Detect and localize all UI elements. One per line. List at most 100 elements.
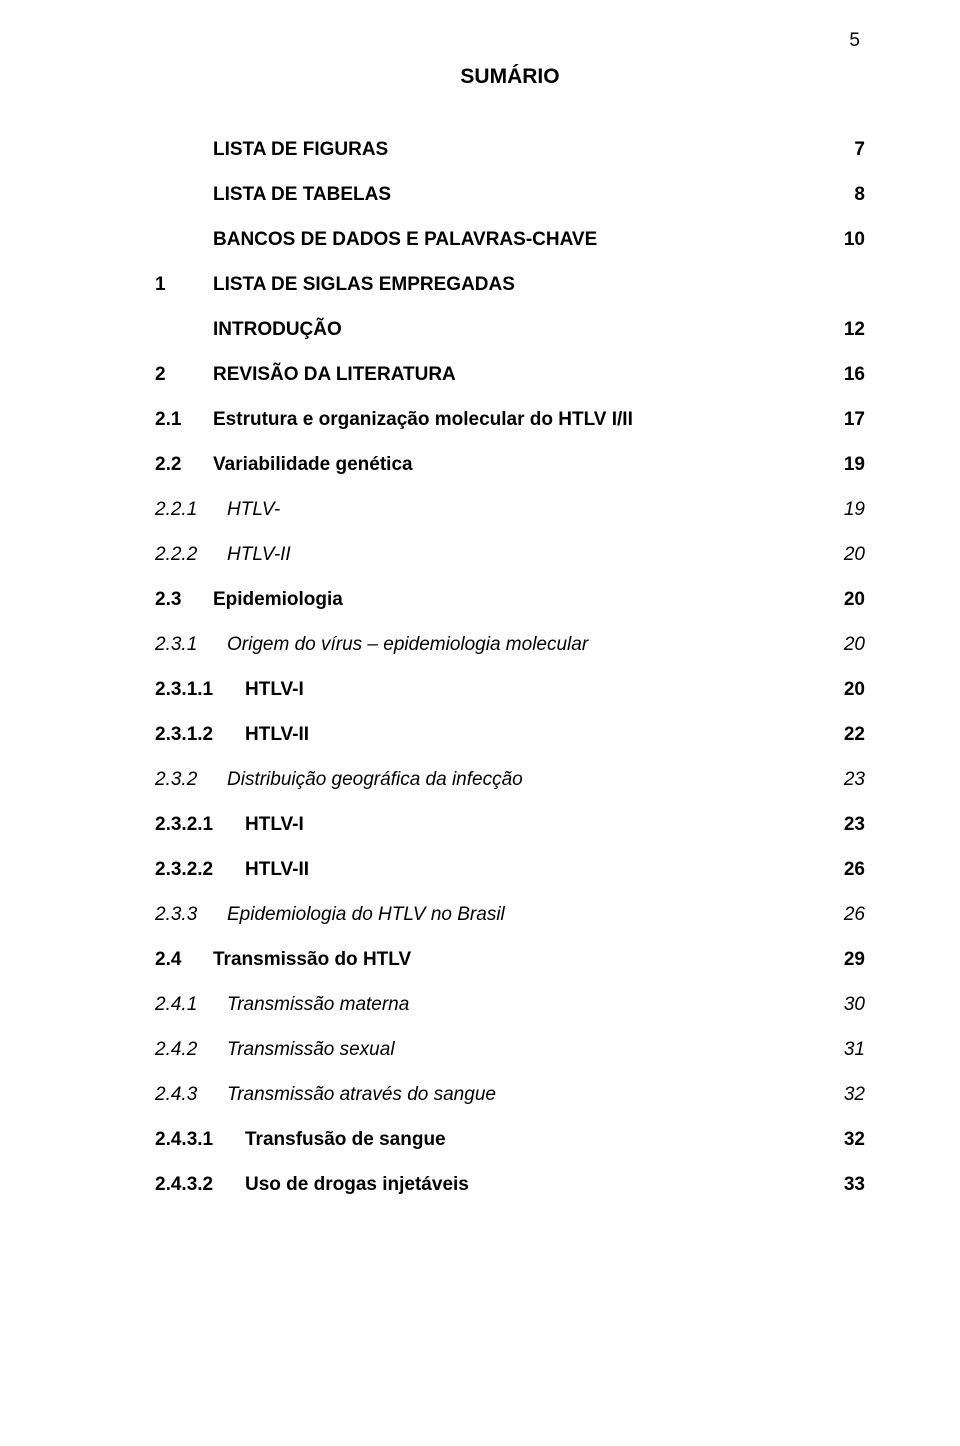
toc-row: 2.2.2HTLV-II 20: [155, 544, 865, 566]
toc-row-left: 2.2.2HTLV-II: [155, 544, 291, 566]
toc-row: 2.1Estrutura e organização molecular do …: [155, 409, 865, 431]
toc-entry-page: 20: [844, 544, 865, 566]
toc-entry-number: 2.3: [155, 589, 213, 611]
toc-row-left: 1LISTA DE SIGLAS EMPREGADAS: [155, 274, 515, 296]
toc-entry-label: INTRODUÇÃO: [213, 319, 342, 341]
toc-row: 2.4.3Transmissão através do sangue 32: [155, 1084, 865, 1106]
toc-row-left: 2.1Estrutura e organização molecular do …: [155, 409, 633, 431]
toc-entry-page: 22: [844, 724, 865, 746]
toc-entry-label: HTLV-I: [245, 814, 304, 836]
toc-entry-number: 2.4: [155, 949, 213, 971]
toc-entry-label: REVISÃO DA LITERATURA: [213, 364, 456, 386]
toc-row: INTRODUÇÃO 12: [155, 319, 865, 341]
toc-entry-number: 2: [155, 364, 213, 386]
toc-entry-label: Epidemiologia: [213, 589, 343, 611]
toc-entry-page: 33: [844, 1174, 865, 1196]
toc-row: 2.4Transmissão do HTLV 29: [155, 949, 865, 971]
toc-entry-label: Distribuição geográfica da infecção: [227, 769, 523, 791]
toc-entry-label: Transmissão materna: [227, 994, 409, 1016]
toc-row-left: 2.4.3Transmissão através do sangue: [155, 1084, 496, 1106]
toc-row: 2.2Variabilidade genética 19: [155, 454, 865, 476]
toc-entry-number: 2.4.1: [155, 994, 227, 1016]
toc-row-left: 2.3.1Origem do vírus – epidemiologia mol…: [155, 634, 588, 656]
page-title: SUMÁRIO: [155, 65, 865, 89]
toc-entry-label: LISTA DE FIGURAS: [213, 139, 388, 161]
toc-row-left: 2.3.1.1HTLV-I: [155, 679, 304, 701]
toc-entry-page: 31: [844, 1039, 865, 1061]
toc-entry-page: 32: [844, 1129, 865, 1151]
toc-row-left: 2.3.3Epidemiologia do HTLV no Brasil: [155, 904, 505, 926]
toc-row-left: 2.4Transmissão do HTLV: [155, 949, 411, 971]
toc-indent-spacer: [155, 229, 213, 251]
toc-entry-page: 29: [844, 949, 865, 971]
toc-entry-label: Variabilidade genética: [213, 454, 413, 476]
toc-entry-number: 2.3.1.1: [155, 679, 245, 701]
toc-entry-page: 30: [844, 994, 865, 1016]
toc-entry-number: 2.1: [155, 409, 213, 431]
toc-row: 2.4.2Transmissão sexual 31: [155, 1039, 865, 1061]
page-number: 5: [849, 30, 860, 52]
toc-entry-page: 8: [854, 184, 865, 206]
toc-entry-label: Uso de drogas injetáveis: [245, 1174, 469, 1196]
toc-indent-spacer: [155, 139, 213, 161]
toc-row-left: LISTA DE TABELAS: [155, 184, 391, 206]
toc-entry-label: Estrutura e organização molecular do HTL…: [213, 409, 633, 431]
toc-entry-page: 17: [844, 409, 865, 431]
toc-entry-number: 2.4.2: [155, 1039, 227, 1061]
toc-row: 2REVISÃO DA LITERATURA 16: [155, 364, 865, 386]
toc-entry-label: HTLV-II: [227, 544, 291, 566]
toc-row-left: BANCOS DE DADOS E PALAVRAS-CHAVE: [155, 229, 597, 251]
toc-entry-label: HTLV-I: [245, 679, 304, 701]
toc-entry-label: HTLV-II: [245, 859, 309, 881]
toc-row: 2.3.2.1HTLV-I 23: [155, 814, 865, 836]
toc-row-left: LISTA DE FIGURAS: [155, 139, 388, 161]
toc-entry-label: HTLV-II: [245, 724, 309, 746]
toc-row: 2.3.1Origem do vírus – epidemiologia mol…: [155, 634, 865, 656]
toc-row-left: 2.3.1.2HTLV-II: [155, 724, 309, 746]
toc-row: LISTA DE FIGURAS 7: [155, 139, 865, 161]
toc-row-left: 2.4.3.2Uso de drogas injetáveis: [155, 1174, 469, 1196]
toc-row-left: 2.4.3.1Transfusão de sangue: [155, 1129, 446, 1151]
toc-entry-number: 2.3.2.2: [155, 859, 245, 881]
toc-entry-page: 7: [854, 139, 865, 161]
toc-row-left: 2REVISÃO DA LITERATURA: [155, 364, 456, 386]
toc-entry-label: BANCOS DE DADOS E PALAVRAS-CHAVE: [213, 229, 597, 251]
toc-entry-number: 2.4.3.1: [155, 1129, 245, 1151]
toc-entry-number: 2.3.2.1: [155, 814, 245, 836]
toc-entry-page: 23: [844, 814, 865, 836]
toc-entry-page: 19: [844, 499, 865, 521]
toc-entry-page: 20: [844, 679, 865, 701]
toc-row: LISTA DE TABELAS 8: [155, 184, 865, 206]
toc-row: 2.3.1.1HTLV-I 20: [155, 679, 865, 701]
toc-entry-number: 2.3.1.2: [155, 724, 245, 746]
toc-entry-label: Transmissão sexual: [227, 1039, 395, 1061]
toc-entry-label: Origem do vírus – epidemiologia molecula…: [227, 634, 588, 656]
toc-entry-label: LISTA DE SIGLAS EMPREGADAS: [213, 274, 515, 296]
toc-entry-label: LISTA DE TABELAS: [213, 184, 391, 206]
toc-entry-page: 16: [844, 364, 865, 386]
toc-entry-page: 23: [844, 769, 865, 791]
toc-entry-number: 2.3.3: [155, 904, 227, 926]
toc-row-left: 2.3Epidemiologia: [155, 589, 343, 611]
toc-row: 2.4.3.1Transfusão de sangue 32: [155, 1129, 865, 1151]
toc-entry-number: 2.4.3.2: [155, 1174, 245, 1196]
toc-entry-number: 2.3.2: [155, 769, 227, 791]
toc-row: 2.4.3.2Uso de drogas injetáveis 33: [155, 1174, 865, 1196]
toc-row: 2.3Epidemiologia20: [155, 589, 865, 611]
toc-row-left: 2.3.2Distribuição geográfica da infecção: [155, 769, 523, 791]
toc-row-left: 2.3.2.2HTLV-II: [155, 859, 309, 881]
toc-entry-number: 2.3.1: [155, 634, 227, 656]
toc-row: 2.3.3Epidemiologia do HTLV no Brasil26: [155, 904, 865, 926]
toc-entry-page: 12: [844, 319, 865, 341]
toc-entry-page: 19: [844, 454, 865, 476]
toc-entry-number: 2.2: [155, 454, 213, 476]
toc-row: 2.3.1.2HTLV-II 22: [155, 724, 865, 746]
toc-entry-number: 2.4.3: [155, 1084, 227, 1106]
toc-row-left: 2.3.2.1HTLV-I: [155, 814, 304, 836]
document-page: 5 SUMÁRIO LISTA DE FIGURAS 7 LISTA DE TABE…: [0, 0, 960, 1446]
table-of-contents: LISTA DE FIGURAS 7 LISTA DE TABELAS 8 BANCOS…: [155, 139, 865, 1196]
toc-entry-page: 32: [844, 1084, 865, 1106]
toc-row: BANCOS DE DADOS E PALAVRAS-CHAVE10: [155, 229, 865, 251]
toc-row-left: 2.4.2Transmissão sexual: [155, 1039, 395, 1061]
toc-row: 1LISTA DE SIGLAS EMPREGADAS: [155, 274, 865, 296]
